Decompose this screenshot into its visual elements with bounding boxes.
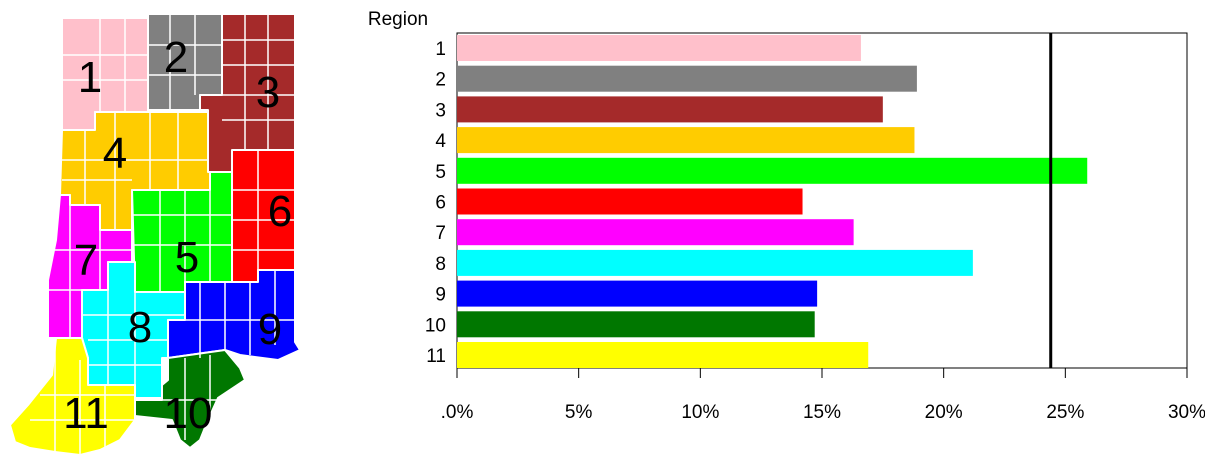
category-label-10: 10 (425, 315, 446, 336)
region-map-svg: 1 2 3 4 5 6 7 8 9 10 11 (9, 13, 301, 456)
bar-region-8 (457, 249, 973, 276)
map-label-region-4: 4 (103, 129, 127, 178)
map-label-region-10: 10 (164, 389, 213, 438)
map-label-region-6: 6 (268, 187, 292, 236)
category-label-1: 1 (435, 39, 446, 60)
bar-region-3 (457, 96, 883, 123)
x-tick-label: 10% (681, 402, 719, 423)
category-label-9: 9 (435, 285, 446, 306)
map-label-region-3: 3 (256, 68, 280, 117)
bar-region-4 (457, 127, 915, 154)
map-label-region-2: 2 (164, 33, 188, 82)
category-label-6: 6 (435, 193, 446, 214)
x-tick-label: 15% (803, 402, 841, 423)
map-label-region-1: 1 (78, 53, 102, 102)
bar-region-1 (457, 35, 861, 61)
bar-region-2 (457, 65, 917, 92)
y-axis-title: Region (368, 9, 428, 30)
category-label-5: 5 (435, 162, 446, 183)
x-tick-label: 20% (925, 402, 963, 423)
x-tick-label: 30% (1168, 402, 1205, 423)
bar-region-6 (457, 188, 803, 215)
category-label-4: 4 (435, 131, 446, 152)
x-tick-label: 5% (565, 402, 593, 423)
bar-region-11 (457, 342, 869, 368)
bar-chart-svg: Region 1 2 3 4 5 6 7 8 9 10 11 .0% 5% 10% 15% 20% 25% 30… (368, 9, 1205, 423)
map-label-region-8: 8 (128, 303, 152, 352)
county-lines (30, 14, 295, 455)
bar-region-10 (457, 311, 815, 338)
map-label-region-9: 9 (258, 305, 282, 354)
map-label-region-11: 11 (63, 389, 109, 438)
category-label-8: 8 (435, 254, 446, 275)
category-label-3: 3 (435, 100, 446, 121)
bar-chart: Region 1 2 3 4 5 6 7 8 9 10 11 .0% 5% 10% 15% 20% 25% 30… (360, 0, 1205, 466)
x-tick-label: 25% (1046, 402, 1084, 423)
region-map: 1 2 3 4 5 6 7 8 9 10 11 (0, 0, 320, 466)
category-label-2: 2 (435, 70, 446, 91)
map-region-10 (134, 349, 246, 449)
category-label-7: 7 (435, 223, 446, 244)
category-label-11: 11 (426, 346, 446, 367)
bar-region-9 (457, 280, 818, 307)
x-tick-label: .0% (441, 402, 474, 423)
bar-region-7 (457, 219, 854, 246)
map-label-region-7: 7 (74, 236, 98, 285)
bar-region-5 (457, 157, 1088, 184)
map-label-region-5: 5 (175, 233, 199, 282)
